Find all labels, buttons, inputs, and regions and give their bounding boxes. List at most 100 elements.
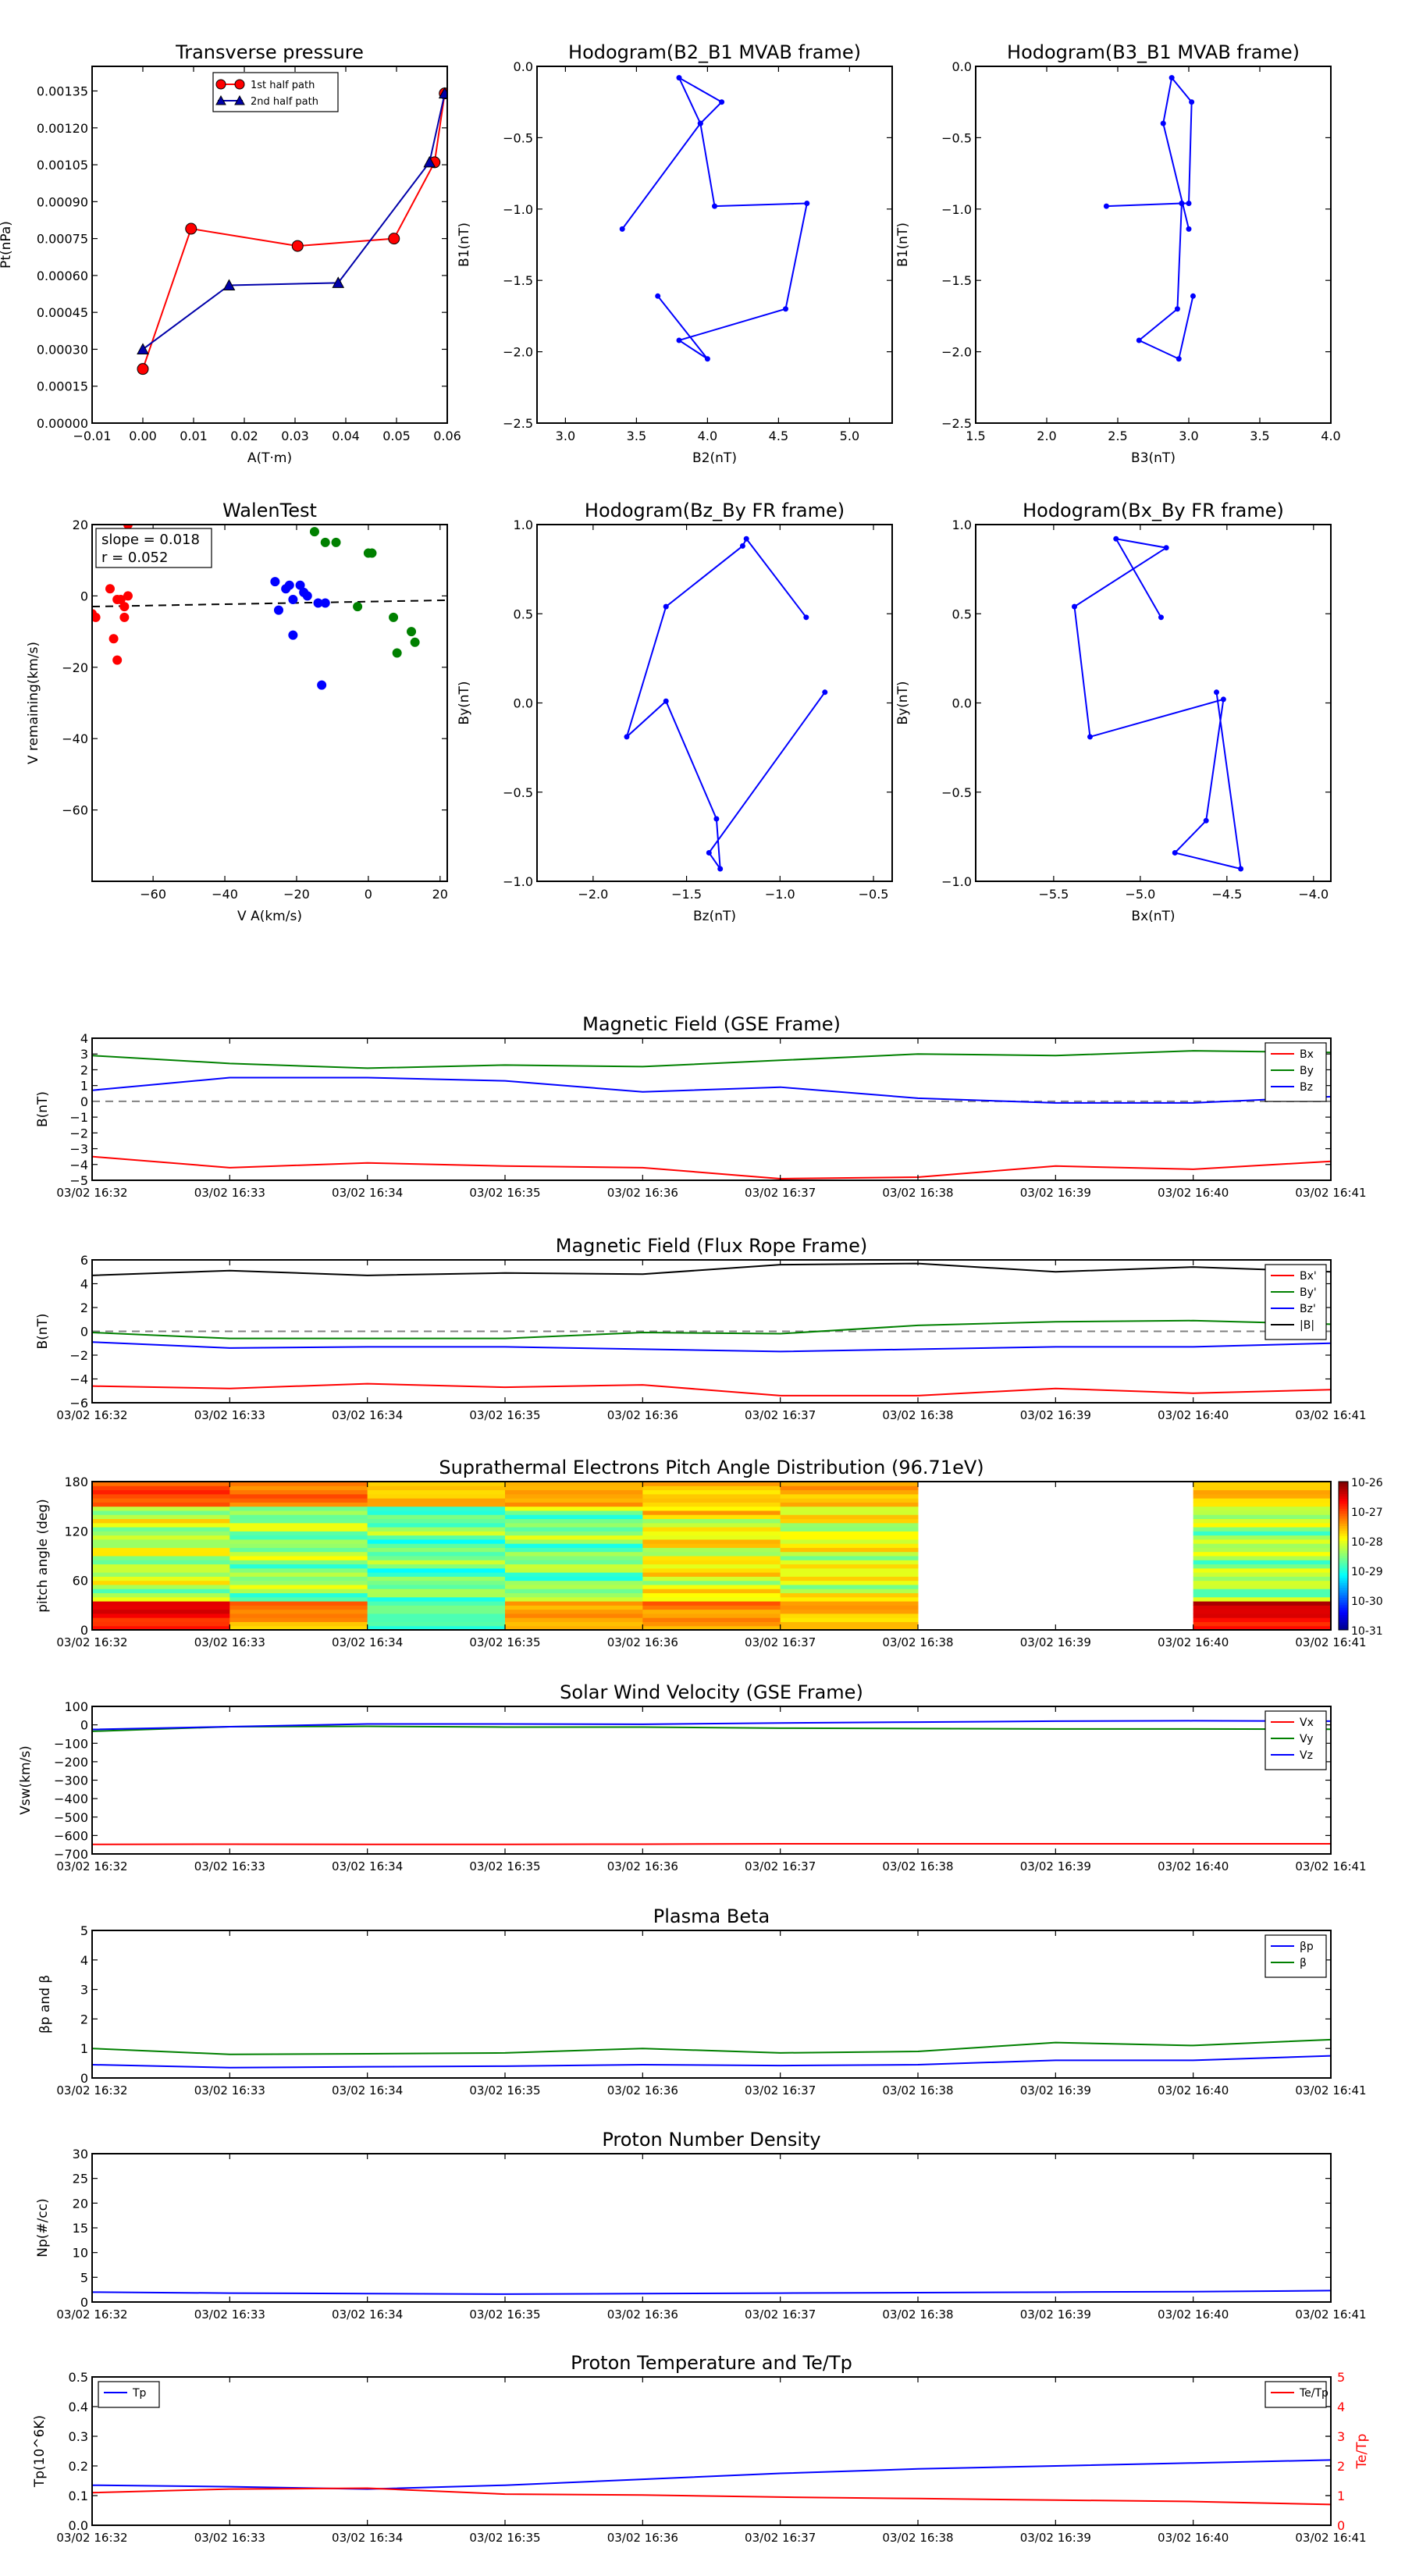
heatmap-cell: [505, 1539, 643, 1544]
heatmap-cell: [367, 1556, 506, 1560]
y-axis-label: Vsw(km/s): [18, 1745, 34, 1815]
colorbar-step: [1339, 1607, 1348, 1611]
y-tick-label: 0.2: [69, 2459, 88, 2474]
data-point: [295, 580, 305, 590]
legend-label: |B|: [1300, 1319, 1314, 1332]
heatmap-cell: [367, 1592, 506, 1598]
data-point: [185, 222, 197, 235]
heatmap-cell: [92, 1522, 230, 1528]
panel-title: Magnetic Field (Flux Rope Frame): [556, 1235, 867, 1257]
heatmap-cell: [229, 1592, 368, 1598]
panel-title: Solar Wind Velocity (GSE Frame): [560, 1681, 863, 1703]
colorbar-step: [1339, 1556, 1348, 1559]
x-tick-label: 03/02 16:40: [1158, 2307, 1229, 2322]
x-tick-label: 03/02 16:35: [469, 2307, 540, 2322]
colorbar-step: [1339, 1514, 1348, 1517]
colorbar-step: [1339, 1597, 1348, 1601]
heatmap-cells: [92, 1482, 1332, 1631]
y-tick-label: 0: [80, 1623, 88, 1638]
x-tick-label: 03/02 16:33: [194, 2083, 265, 2097]
y-tick-label: 25: [73, 2172, 88, 2186]
heatmap-cell: [1193, 1613, 1332, 1618]
x-tick-label: −1.5: [671, 887, 702, 902]
y-tick-label: −400: [54, 1791, 88, 1806]
colorbar-step: [1339, 1508, 1348, 1512]
heatmap-cell: [1193, 1592, 1332, 1598]
colorbar-step: [1339, 1516, 1348, 1519]
data-point: [288, 594, 298, 604]
heatmap-cell: [92, 1576, 230, 1582]
colorbar-step: [1339, 1496, 1348, 1500]
heatmap-cell: [367, 1527, 506, 1532]
data-point: [676, 337, 682, 343]
data-point: [119, 612, 130, 622]
heatmap-cell: [642, 1485, 781, 1491]
data-point: [123, 591, 133, 601]
heatmap-cell: [505, 1493, 643, 1499]
heatmap-cell: [505, 1506, 643, 1511]
heatmap-cell: [1193, 1567, 1332, 1573]
data-point: [317, 680, 327, 690]
x-tick-label: −4.5: [1211, 887, 1242, 902]
heatmap-cell: [229, 1514, 368, 1519]
heatmap-cell: [1193, 1621, 1332, 1627]
colorbar-step: [1339, 1605, 1348, 1608]
panel-bgse: Magnetic Field (GSE Frame) −5−4−3 −2−101 23…: [35, 1013, 1367, 1200]
data-point: [320, 537, 330, 547]
heatmap-cell: [505, 1547, 643, 1553]
panel-h1: Hodogram(B2_B1 MVAB frame) 3.0 3.5 4.0 4.5 5.…: [457, 41, 893, 466]
x-tick-label: 03/02 16:33: [194, 1859, 265, 1873]
heatmap-cell: [92, 1527, 230, 1532]
x-tick-label: −0.01: [73, 429, 111, 443]
heatmap-cell: [780, 1531, 919, 1536]
colorbar-step: [1339, 1543, 1348, 1546]
x-tick-label: 03/02 16:38: [882, 2531, 953, 2545]
y-tick-label: −2.0: [503, 345, 533, 360]
y-tick-label: 0.3: [69, 2429, 88, 2444]
series-line: [92, 1725, 1331, 1732]
y-tick-label: 0.0: [952, 59, 972, 74]
heatmap-cell: [229, 1605, 368, 1610]
legend-label: Bz: [1300, 1081, 1313, 1094]
heatmap-cell: [1193, 1589, 1332, 1593]
x-tick-label: 03/02 16:39: [1020, 1635, 1091, 1649]
colorbar-step: [1339, 1578, 1348, 1582]
panel-title: Transverse pressure: [175, 41, 364, 63]
data-point: [112, 594, 123, 604]
series-line: [142, 93, 446, 350]
colorbar: 10-26 10-27 10-28 10-29 10-30 10-31: [1338, 1477, 1383, 1638]
heatmap-cell: [780, 1547, 919, 1553]
heatmap-cell: [505, 1621, 643, 1627]
heatmap-cell: [367, 1535, 506, 1540]
data-point: [1172, 849, 1178, 856]
y-tick-label: 0.5: [952, 607, 972, 621]
heatmap-cell: [780, 1506, 919, 1511]
y-axis-label: βp and β: [37, 1975, 53, 2033]
heatmap-cell: [780, 1482, 919, 1486]
x-tick-label: −1.0: [765, 887, 795, 902]
heatmap-cell: [229, 1502, 368, 1507]
heatmap-cell: [1193, 1625, 1332, 1631]
data-point: [367, 548, 377, 558]
heatmap-cell: [229, 1621, 368, 1627]
legend-label: Bz': [1300, 1303, 1316, 1315]
y-tick-label: 0.0: [952, 696, 972, 711]
panel-title: Hodogram(B3_B1 MVAB frame): [1007, 41, 1300, 63]
y-tick-label: 3: [80, 1047, 88, 1062]
x-tick-label: 0.03: [281, 429, 309, 443]
heatmap-cell: [367, 1502, 506, 1507]
heatmap-cell: [780, 1518, 919, 1524]
heatmap-cell: [505, 1518, 643, 1524]
x-tick-label: −5.5: [1038, 887, 1069, 902]
heatmap-cell: [505, 1601, 643, 1606]
x-tick-label: 03/02 16:41: [1295, 2083, 1366, 2097]
heatmap-cell: [642, 1506, 781, 1511]
heatmap-cell: [642, 1543, 781, 1548]
plot-frame: [91, 66, 448, 424]
heatmap-cell: [367, 1518, 506, 1524]
heatmap-cell: [1193, 1572, 1332, 1577]
x-tick-label: 03/02 16:34: [332, 2307, 403, 2322]
heatmap-cell: [367, 1584, 506, 1589]
colorbar-step: [1339, 1528, 1348, 1532]
